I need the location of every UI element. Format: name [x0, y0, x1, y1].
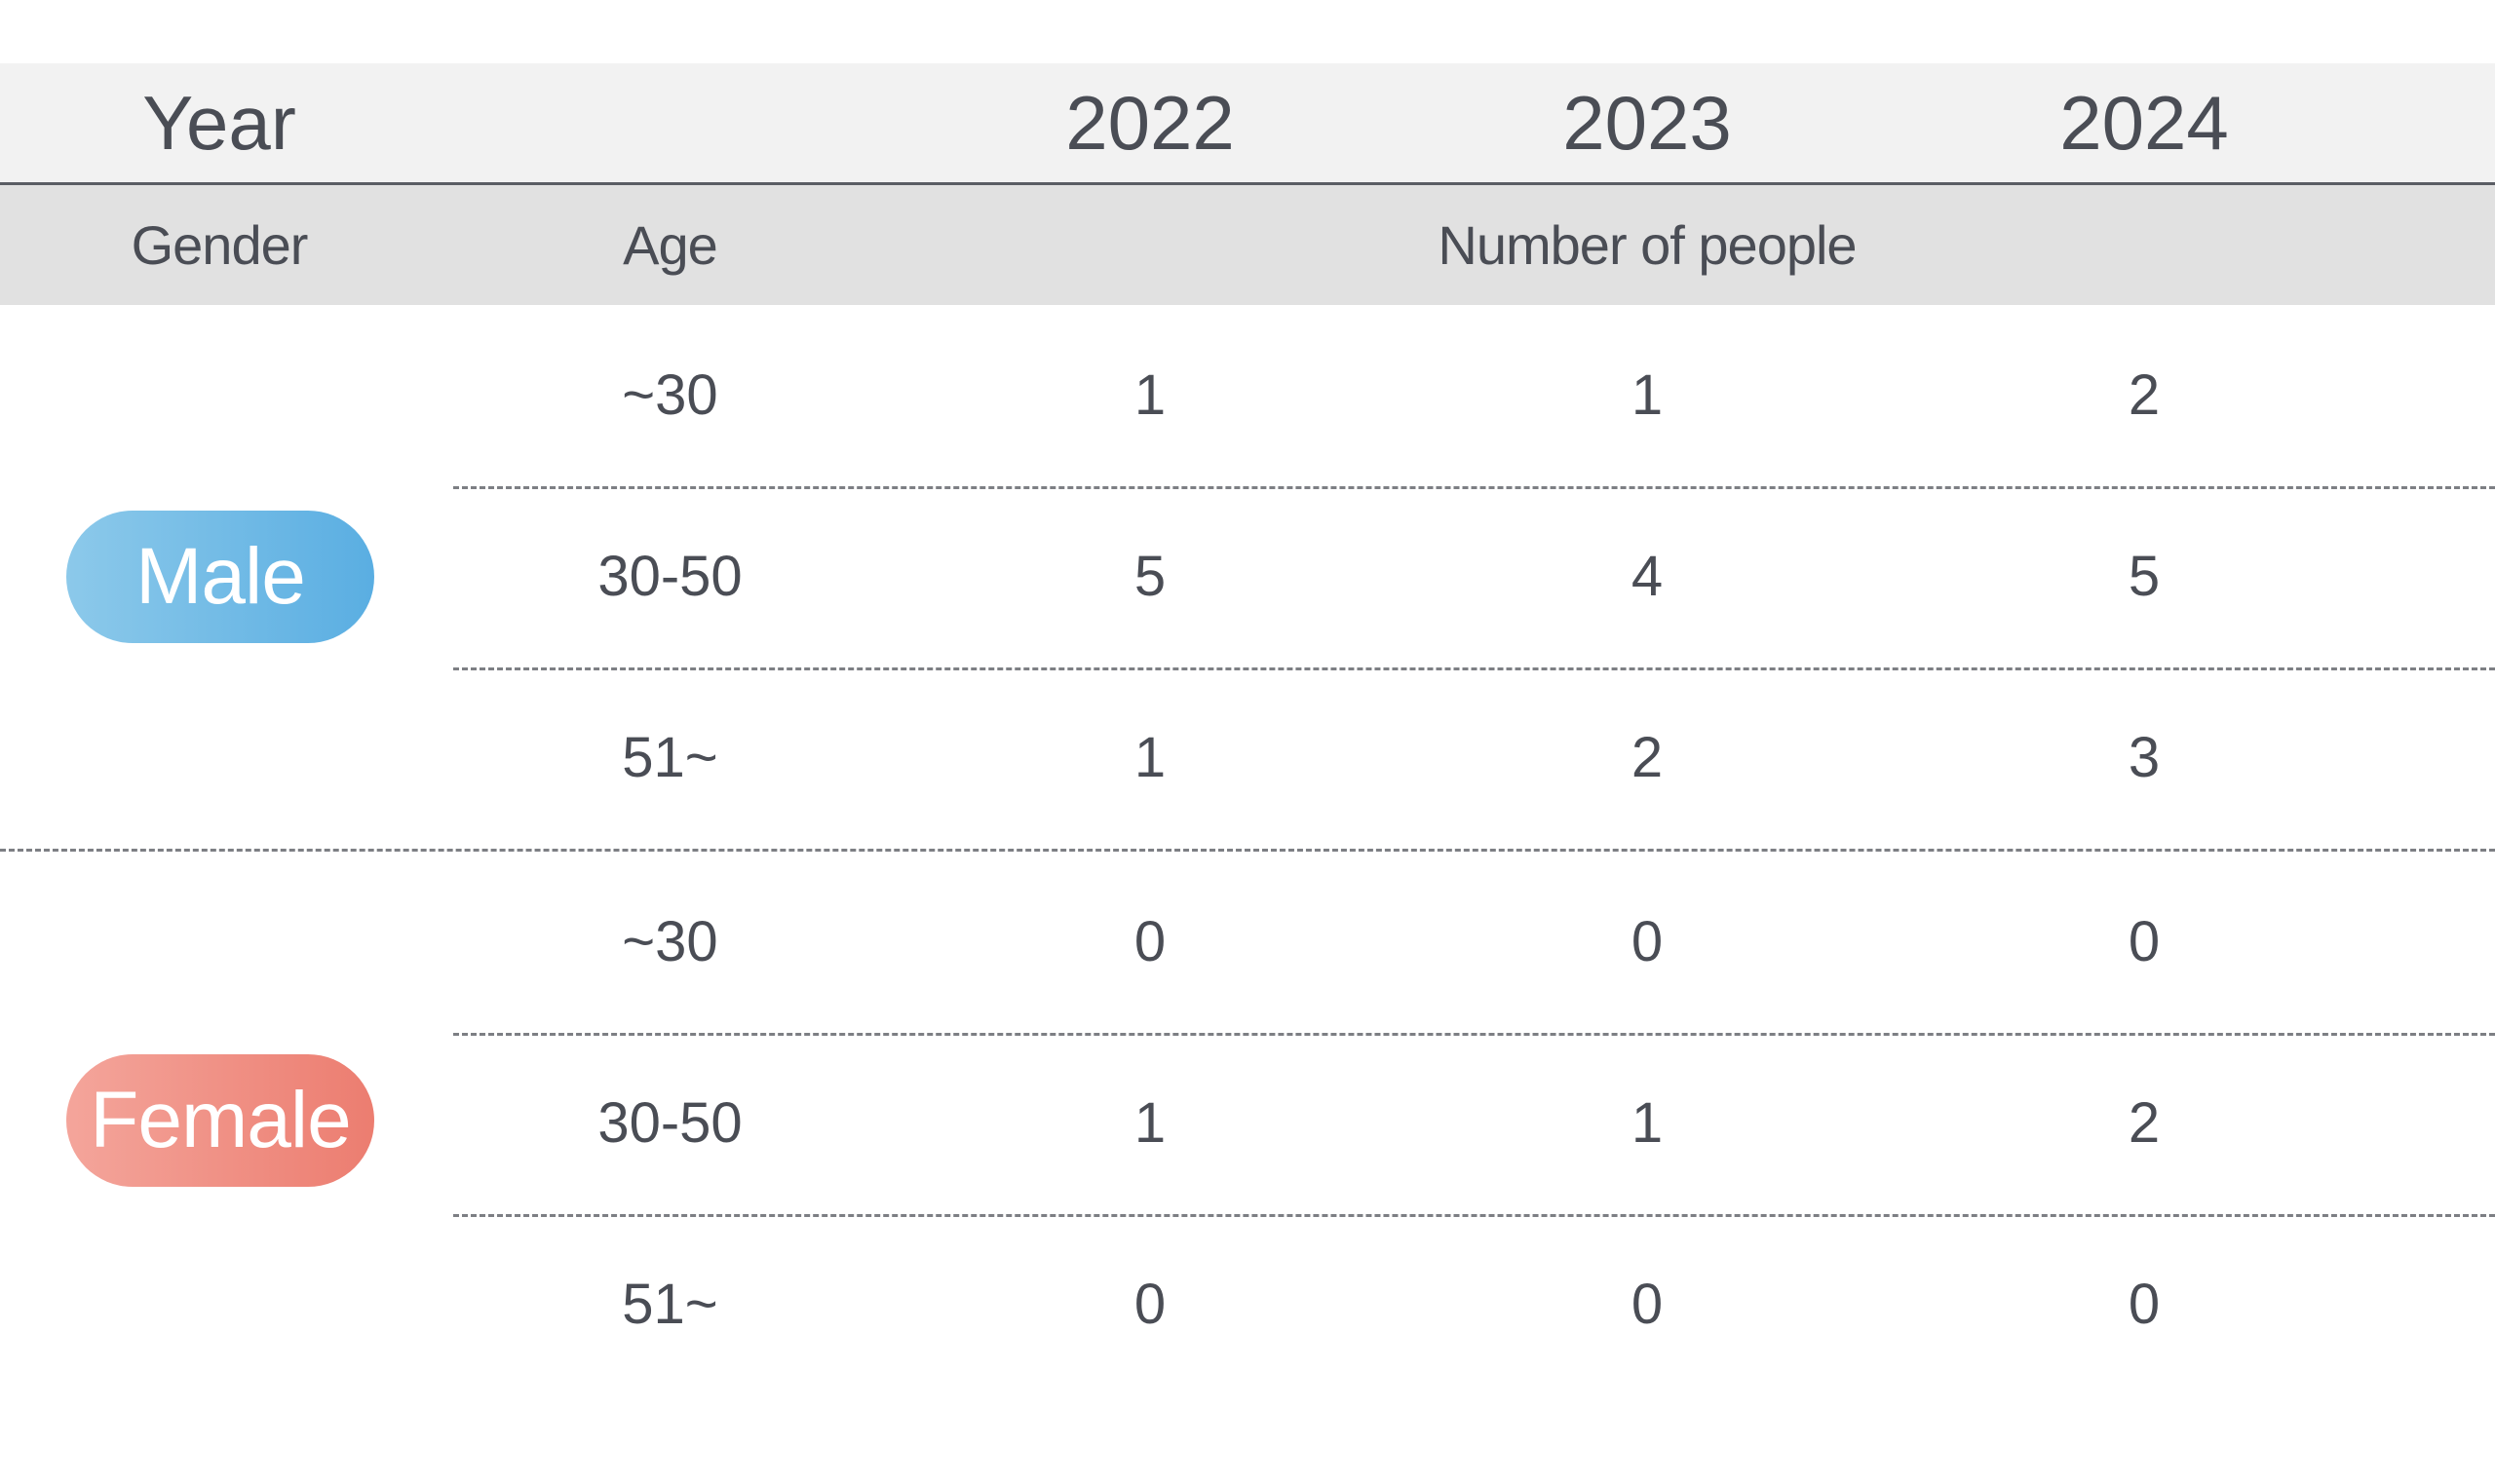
- value-cell-2022: 0: [1133, 1273, 1167, 1336]
- count-column-header: Number of people: [1438, 214, 1857, 276]
- row-divider: [453, 1214, 2495, 1217]
- row-divider: [453, 1033, 2495, 1036]
- year-2024-header: 2024: [2059, 80, 2229, 166]
- row-divider: [453, 667, 2495, 670]
- age-cell: 51~: [622, 1273, 718, 1336]
- female-group: Female ~30 0 0 0 30-50 1 1 2 51~ 0 0 0: [0, 852, 2495, 1395]
- age-cell: 51~: [622, 726, 718, 789]
- table-row: 51~ 0 0 0: [0, 1214, 2495, 1395]
- value-cell-2023: 1: [1631, 363, 1664, 427]
- male-badge: Male: [66, 511, 374, 643]
- table-row: 51~ 1 2 3: [0, 667, 2495, 849]
- year-2023-header: 2023: [1562, 80, 1732, 166]
- age-column-header: Age: [623, 214, 718, 276]
- table-row: ~30 1 1 2: [0, 305, 2495, 486]
- value-cell-2024: 2: [2128, 363, 2161, 427]
- value-cell-2022: 1: [1133, 1091, 1167, 1155]
- value-cell-2022: 1: [1133, 363, 1167, 427]
- value-cell-2024: 5: [2128, 545, 2161, 608]
- value-cell-2022: 1: [1133, 726, 1167, 789]
- value-cell-2022: 5: [1133, 545, 1167, 608]
- value-cell-2023: 0: [1631, 1273, 1664, 1336]
- value-cell-2023: 4: [1631, 545, 1664, 608]
- table-row: 30-50 5 4 5: [0, 486, 2495, 667]
- year-2022-header: 2022: [1065, 80, 1235, 166]
- row-divider: [453, 486, 2495, 489]
- table-row: ~30 0 0 0: [0, 852, 2495, 1033]
- value-cell-2024: 0: [2128, 1273, 2161, 1336]
- age-cell: ~30: [622, 363, 718, 427]
- table-row: 30-50 1 1 2: [0, 1033, 2495, 1214]
- value-cell-2023: 0: [1631, 910, 1664, 973]
- group-divider: [0, 849, 2495, 852]
- age-cell: ~30: [622, 910, 718, 973]
- value-cell-2023: 2: [1631, 726, 1664, 789]
- age-cell: 30-50: [597, 1091, 743, 1155]
- year-header-row: Year 2022 2023 2024: [0, 63, 2495, 185]
- column-header-row: Gender Age Number of people: [0, 185, 2495, 305]
- gender-column-header: Gender: [131, 214, 309, 276]
- value-cell-2024: 0: [2128, 910, 2161, 973]
- age-cell: 30-50: [597, 545, 743, 608]
- male-group: Male ~30 1 1 2 30-50 5 4 5 51~ 1 2 3: [0, 305, 2495, 849]
- value-cell-2024: 3: [2128, 726, 2161, 789]
- female-badge: Female: [66, 1054, 374, 1187]
- year-label: Year: [142, 80, 296, 166]
- value-cell-2022: 0: [1133, 910, 1167, 973]
- value-cell-2024: 2: [2128, 1091, 2161, 1155]
- value-cell-2023: 1: [1631, 1091, 1664, 1155]
- gender-age-table: Year 2022 2023 2024 Gender Age Number of…: [0, 63, 2495, 1395]
